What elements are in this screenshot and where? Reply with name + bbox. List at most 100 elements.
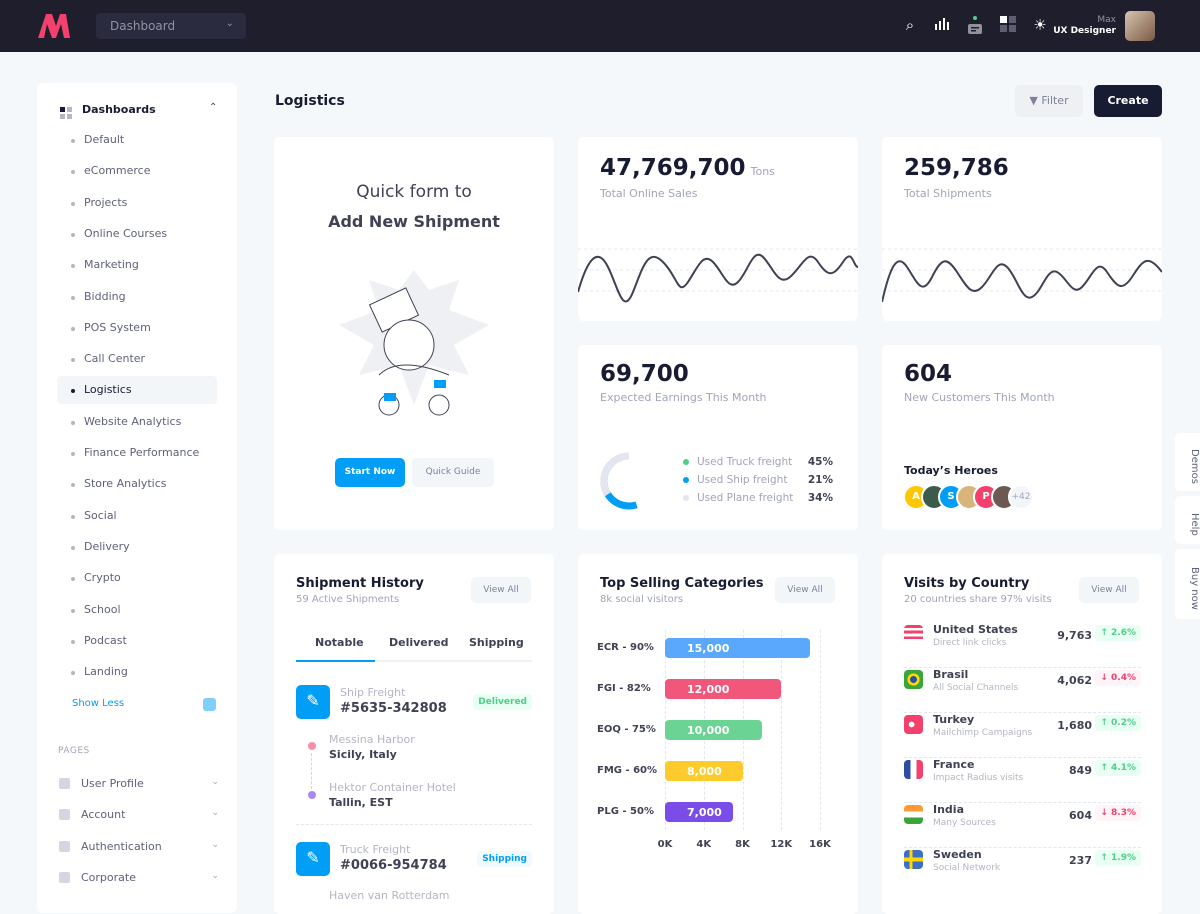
- sidebar-item-pos-system[interactable]: POS System: [57, 314, 217, 342]
- change-value: 1.9%: [1111, 853, 1136, 863]
- shipments-sparkline: [882, 248, 1162, 303]
- sun-icon[interactable]: ☀: [1033, 16, 1047, 34]
- buy-now-tab[interactable]: Buy now: [1175, 549, 1200, 619]
- category-label: FMG - 60%: [597, 765, 658, 776]
- shipment-item[interactable]: ✎ Ship Freight #5635-342808 Delivered Me…: [296, 685, 532, 825]
- sidebar-item-logistics[interactable]: Logistics: [57, 376, 217, 405]
- filter-button[interactable]: ▼ Filter: [1015, 85, 1083, 117]
- dashboard-select[interactable]: Dashboard ⌄: [96, 13, 246, 39]
- status-badge: Shipping: [477, 851, 532, 867]
- origin-location: Sicily, Italy: [329, 748, 397, 761]
- online-sales-value: 47,769,700: [600, 155, 746, 181]
- pages-item-authentication[interactable]: Authentication ⌄: [59, 840, 219, 853]
- pages-item-user-profile[interactable]: User Profile ⌄: [59, 777, 219, 790]
- demos-tab[interactable]: Demos: [1175, 433, 1200, 491]
- country-row[interactable]: Brasil All Social Channels 4,062 ↓ 0.4%: [904, 668, 1141, 713]
- sidebar-item-delivery[interactable]: Delivery: [57, 533, 217, 561]
- destination-marker-icon: [308, 791, 316, 799]
- bar[interactable]: 10,000: [665, 720, 762, 740]
- sidebar-item-school[interactable]: School: [57, 596, 217, 624]
- grid-icon[interactable]: [998, 16, 1018, 36]
- flag-india-icon: [904, 805, 923, 824]
- pages-item-corporate[interactable]: Corporate ⌄: [59, 871, 219, 884]
- sidebar-item-bidding[interactable]: Bidding: [57, 283, 217, 311]
- show-less-link[interactable]: Show Less: [72, 698, 125, 709]
- sidebar-item-social[interactable]: Social: [57, 502, 217, 530]
- country-row[interactable]: Turkey Mailchimp Campaigns 1,680 ↑ 0.2%: [904, 713, 1141, 758]
- chevron-down-icon: ⌄: [211, 839, 219, 850]
- country-row[interactable]: India Many Sources 604 ↓ 8.3%: [904, 803, 1141, 848]
- view-all-button[interactable]: View All: [471, 577, 531, 603]
- customers-label: New Customers This Month: [904, 391, 1055, 404]
- avatar[interactable]: [1125, 11, 1155, 41]
- dashboard-select-value: Dashboard: [110, 19, 176, 33]
- bar[interactable]: 7,000: [665, 802, 733, 822]
- quick-guide-button[interactable]: Quick Guide: [412, 458, 494, 487]
- user-name: Max: [1097, 15, 1116, 25]
- sidebar-item-projects[interactable]: Projects: [57, 189, 217, 217]
- shipments-value: 259,786: [904, 155, 1009, 181]
- country-visits: 237: [1069, 854, 1092, 867]
- sidebar-item-finance-performance[interactable]: Finance Performance: [57, 439, 217, 467]
- country-name: Turkey: [933, 713, 975, 726]
- view-all-button[interactable]: View All: [775, 577, 835, 603]
- filter-label: Filter: [1041, 94, 1069, 107]
- sidebar-item-call-center[interactable]: Call Center: [57, 345, 217, 373]
- flag-turkey-icon: [904, 715, 923, 734]
- country-row[interactable]: United States Direct link clicks 9,763 ↑ 2.…: [904, 623, 1141, 668]
- country-row[interactable]: France Impact Radius visits 849 ↑ 4.1%: [904, 758, 1141, 803]
- page-label: Account: [81, 808, 126, 822]
- bar[interactable]: 8,000: [665, 761, 743, 781]
- view-all-button[interactable]: View All: [1079, 577, 1139, 603]
- top-selling-title: Top Selling Categories: [600, 576, 764, 591]
- bar[interactable]: 15,000: [665, 638, 811, 658]
- route-line: [311, 753, 312, 789]
- start-now-button[interactable]: Start Now: [335, 458, 405, 487]
- more-heroes-badge[interactable]: +42: [1008, 484, 1034, 510]
- tab-shipping[interactable]: Shipping: [469, 636, 524, 649]
- chat-icon[interactable]: [965, 16, 985, 36]
- x-tick-label: 4K: [696, 839, 712, 850]
- sidebar-item-website-analytics[interactable]: Website Analytics: [57, 408, 217, 436]
- app-logo[interactable]: [38, 14, 70, 38]
- country-row[interactable]: Sweden Social Network 237 ↑ 1.9%: [904, 848, 1141, 893]
- collapse-icon[interactable]: [203, 698, 216, 711]
- sidebar-section-dashboards[interactable]: Dashboards: [82, 103, 156, 116]
- x-tick-label: 12K: [770, 839, 793, 850]
- change-badge: ↑ 0.2%: [1095, 715, 1141, 731]
- legend-item: Used Truck freight 45%: [683, 456, 833, 468]
- online-sales-card: 47,769,700 Tons Total Online Sales: [578, 137, 858, 321]
- change-value: 2.6%: [1111, 628, 1136, 638]
- category-label: ECR - 90%: [597, 642, 654, 653]
- shipment-item[interactable]: ✎ Truck Freight #0066-954784 Shipping Ha…: [296, 842, 532, 902]
- search-icon[interactable]: ⌕: [905, 16, 915, 34]
- help-tab[interactable]: Help: [1175, 496, 1200, 544]
- chevron-up-icon[interactable]: ⌃: [209, 102, 218, 113]
- origin-marker-icon: [308, 742, 316, 750]
- bar-chart-icon[interactable]: [932, 16, 952, 36]
- pen-icon: ✎: [296, 685, 330, 719]
- change-badge: ↑ 2.6%: [1095, 625, 1141, 641]
- origin-name: Messina Harbor: [329, 733, 415, 746]
- country-visits: 4,062: [1057, 674, 1092, 687]
- sidebar-item-default[interactable]: Default: [57, 126, 217, 154]
- country-name: Sweden: [933, 848, 982, 861]
- user-info[interactable]: Max UX Designer: [1053, 15, 1116, 37]
- sidebar-item-landing[interactable]: Landing: [57, 658, 217, 686]
- pages-item-account[interactable]: Account ⌄: [59, 808, 219, 821]
- sidebar-item-store-analytics[interactable]: Store Analytics: [57, 470, 217, 498]
- create-button[interactable]: Create: [1094, 85, 1162, 117]
- tab-delivered[interactable]: Delivered: [389, 636, 449, 649]
- sidebar-item-online-courses[interactable]: Online Courses: [57, 220, 217, 248]
- shipment-id: #5635-342808: [340, 701, 447, 716]
- top-header: Dashboard ⌄ ⌕ ☀ Max UX Designer: [0, 0, 1200, 52]
- sidebar-item-podcast[interactable]: Podcast: [57, 627, 217, 655]
- tab-notable[interactable]: Notable: [315, 636, 364, 649]
- origin-name: Haven van Rotterdam: [329, 889, 450, 902]
- chevron-down-icon: ⌄: [211, 870, 219, 881]
- bar[interactable]: 12,000: [665, 679, 782, 699]
- sidebar-item-ecommerce[interactable]: eCommerce: [57, 157, 217, 185]
- change-badge: ↑ 4.1%: [1095, 760, 1141, 776]
- sidebar-item-marketing[interactable]: Marketing: [57, 251, 217, 279]
- sidebar-item-crypto[interactable]: Crypto: [57, 564, 217, 592]
